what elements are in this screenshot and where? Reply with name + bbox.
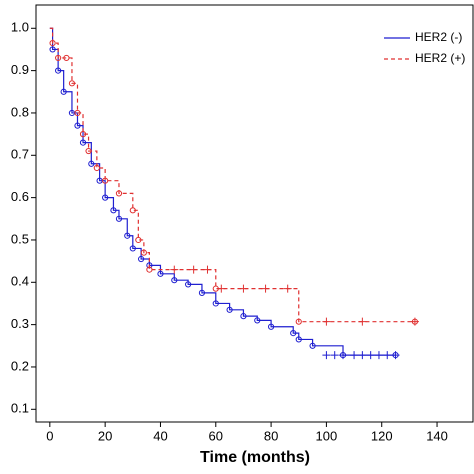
survival-curve bbox=[49, 27, 415, 323]
y-tick-label: 0.8 bbox=[11, 104, 29, 119]
event-marker bbox=[115, 190, 123, 197]
event-marker bbox=[129, 245, 136, 252]
event-marker bbox=[102, 177, 109, 184]
y-tick-label: 0.1 bbox=[11, 401, 29, 416]
censor-marker bbox=[366, 351, 375, 360]
event-marker bbox=[85, 147, 92, 155]
y-tick-label: 0.6 bbox=[11, 189, 29, 204]
x-tick-label: 60 bbox=[209, 428, 223, 443]
event-marker bbox=[254, 317, 261, 324]
x-tick-label: 140 bbox=[426, 428, 448, 443]
censor-marker bbox=[358, 351, 367, 360]
censor-marker bbox=[322, 351, 331, 360]
censor-marker bbox=[322, 317, 331, 326]
censor-marker bbox=[283, 284, 292, 293]
event-marker bbox=[129, 207, 136, 214]
event-marker bbox=[63, 54, 70, 62]
censor-marker bbox=[383, 351, 392, 360]
plot-frame bbox=[35, 4, 474, 423]
event-marker bbox=[290, 329, 297, 337]
x-tick-label: 80 bbox=[264, 428, 278, 443]
survival-curve bbox=[49, 27, 396, 356]
censor-marker bbox=[261, 284, 270, 293]
event-marker bbox=[60, 88, 67, 95]
event-marker bbox=[124, 232, 131, 239]
y-tick-label: 1.0 bbox=[11, 20, 29, 35]
censor-marker bbox=[374, 351, 383, 360]
event-marker bbox=[110, 207, 117, 214]
censor-marker bbox=[239, 284, 248, 293]
censor-marker bbox=[203, 265, 212, 274]
x-axis-title: Time (months) bbox=[200, 449, 310, 466]
event-marker bbox=[140, 249, 147, 256]
censor-marker bbox=[217, 284, 226, 293]
censor-marker bbox=[189, 265, 198, 274]
y-tick-label: 0.4 bbox=[11, 274, 29, 289]
event-marker bbox=[198, 289, 206, 296]
event-marker bbox=[146, 266, 153, 273]
event-marker bbox=[49, 46, 56, 53]
event-marker bbox=[135, 236, 142, 244]
event-marker bbox=[295, 336, 302, 343]
event-marker bbox=[93, 164, 100, 172]
event-marker bbox=[157, 270, 164, 277]
event-marker bbox=[79, 131, 87, 138]
event-marker bbox=[115, 215, 123, 222]
y-tick-label: 0.5 bbox=[11, 231, 29, 246]
x-tick-label: 100 bbox=[316, 428, 338, 443]
event-marker bbox=[226, 306, 233, 313]
legend-label: HER2 (+) bbox=[415, 51, 465, 65]
censor-marker bbox=[410, 317, 419, 326]
event-marker bbox=[55, 67, 62, 74]
event-marker bbox=[79, 139, 87, 146]
censor-marker bbox=[391, 351, 400, 360]
event-marker bbox=[49, 40, 56, 47]
event-marker bbox=[68, 80, 76, 87]
x-tick-label: 120 bbox=[371, 428, 393, 443]
censor-marker bbox=[170, 265, 179, 274]
censor-marker bbox=[330, 351, 339, 360]
event-marker bbox=[88, 160, 95, 167]
event-marker bbox=[295, 318, 302, 325]
censor-marker bbox=[350, 351, 359, 360]
event-marker bbox=[185, 281, 192, 288]
event-marker bbox=[74, 122, 81, 129]
event-marker bbox=[309, 342, 316, 349]
y-tick-label: 0.2 bbox=[11, 358, 29, 373]
event-marker bbox=[74, 109, 81, 117]
event-marker bbox=[138, 255, 145, 263]
y-tick-label: 0.7 bbox=[11, 147, 29, 162]
y-tick-label: 0.9 bbox=[11, 62, 29, 77]
legend-label: HER2 (-) bbox=[415, 30, 462, 44]
censor-marker bbox=[358, 317, 367, 326]
event-marker bbox=[240, 313, 247, 320]
event-marker bbox=[267, 323, 275, 330]
x-tick-label: 0 bbox=[46, 428, 53, 443]
event-marker bbox=[171, 277, 178, 284]
x-tick-label: 40 bbox=[153, 428, 167, 443]
event-marker bbox=[55, 54, 62, 62]
event-marker bbox=[102, 194, 109, 201]
x-tick-label: 20 bbox=[98, 428, 112, 443]
y-tick-label: 0.3 bbox=[11, 316, 29, 331]
event-marker bbox=[212, 300, 219, 307]
censor-marker bbox=[339, 351, 348, 360]
